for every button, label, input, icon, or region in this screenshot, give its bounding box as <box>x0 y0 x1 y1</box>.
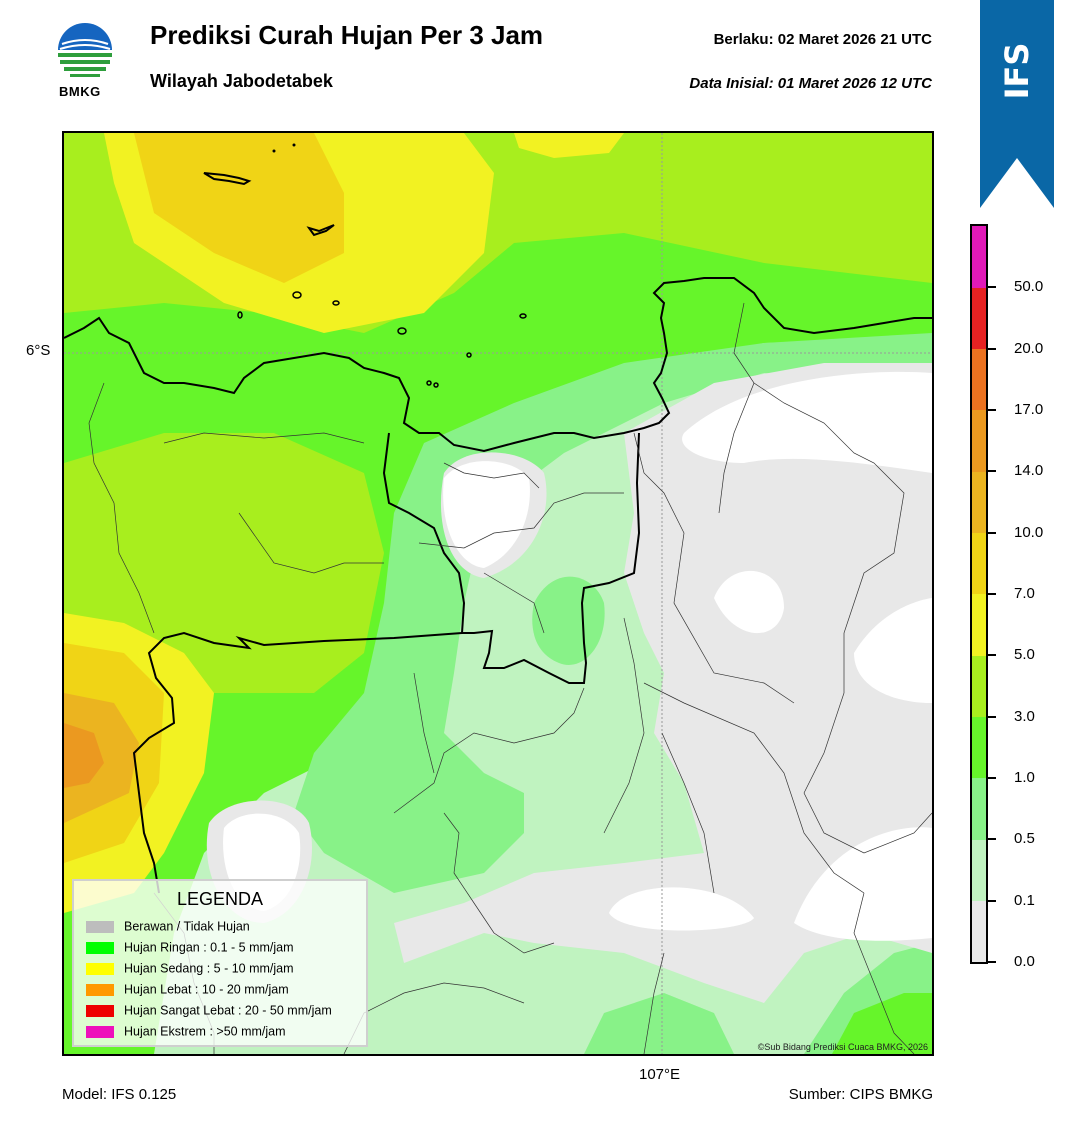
legend-label: Hujan Ekstrem : >50 mm/jam <box>124 1024 286 1039</box>
rainfall-map-canvas <box>64 133 932 1054</box>
copyright-text: ©Sub Bidang Prediksi Cuaca BMKG, 2026 <box>757 1042 928 1052</box>
colorbar-tick <box>988 409 996 411</box>
colorbar-tick <box>988 347 996 350</box>
legend-swatch <box>86 941 114 954</box>
rainfall-map: LEGENDA Berawan / Tidak Hujan Hujan Ringa… <box>62 131 934 1056</box>
colorbar-segment <box>972 655 986 718</box>
colorbar <box>970 224 988 964</box>
colorbar-tick <box>988 286 996 289</box>
legend-item: Berawan / Tidak Hujan <box>86 919 250 935</box>
lat-label: 6°S <box>26 342 51 359</box>
colorbar-tick-label: 10.0 <box>1014 523 1044 541</box>
map-legend: LEGENDA Berawan / Tidak Hujan Hujan Ringa… <box>72 879 368 1047</box>
colorbar-segment <box>972 410 986 472</box>
legend-item: Hujan Sedang : 5 - 10 mm/jam <box>86 961 294 977</box>
init-time: Data Inisial: 01 Maret 2026 12 UTC <box>689 75 932 92</box>
legend-swatch <box>86 920 114 933</box>
colorbar-segment <box>972 839 986 902</box>
colorbar-tick <box>988 838 996 841</box>
legend-item: Hujan Ringan : 0.1 - 5 mm/jam <box>86 940 294 956</box>
colorbar-tick-label: 7.0 <box>1014 585 1035 602</box>
colorbar-tick-label: 0.1 <box>1014 891 1035 909</box>
colorbar-tick-label: 0.0 <box>1014 953 1035 970</box>
colorbar-tick-label: 5.0 <box>1014 646 1035 664</box>
source-label: Sumber: CIPS BMKG <box>788 1086 933 1103</box>
colorbar-segment <box>972 287 986 350</box>
colorbar-segment <box>972 471 986 534</box>
colorbar-segment <box>972 348 986 411</box>
colorbar-tick <box>988 654 996 657</box>
colorbar-segment <box>972 778 986 840</box>
ifs-badge-label: IFS <box>998 42 1036 100</box>
colorbar-tick-label: 20.0 <box>1014 339 1044 357</box>
legend-swatch <box>86 983 114 996</box>
colorbar-tick-label: 50.0 <box>1014 278 1044 296</box>
colorbar-tick-label: 3.0 <box>1014 707 1035 725</box>
legend-swatch <box>86 1004 114 1017</box>
colorbar-tick <box>988 470 996 473</box>
legend-swatch <box>86 1025 114 1038</box>
colorbar-segment <box>972 716 986 779</box>
colorbar-tick <box>988 593 996 595</box>
colorbar-tick-label: 0.5 <box>1014 830 1035 848</box>
legend-label: Hujan Ringan : 0.1 - 5 mm/jam <box>124 940 294 955</box>
colorbar-tick-label: 17.0 <box>1014 401 1044 418</box>
colorbar-tick <box>988 715 996 718</box>
colorbar-tick <box>988 961 996 963</box>
colorbar-tick <box>988 777 996 779</box>
page-subtitle: Wilayah Jabodetabek <box>150 71 333 91</box>
legend-label: Hujan Sedang : 5 - 10 mm/jam <box>124 961 294 976</box>
model-label: Model: IFS 0.125 <box>62 1086 177 1103</box>
legend-label: Berawan / Tidak Hujan <box>124 919 250 934</box>
legend-title: LEGENDA <box>176 889 264 909</box>
colorbar-tick <box>988 899 996 902</box>
legend-label: Hujan Lebat : 10 - 20 mm/jam <box>124 982 289 997</box>
legend-label: Hujan Sangat Lebat : 20 - 50 mm/jam <box>124 1003 332 1018</box>
colorbar-segment <box>972 594 986 656</box>
colorbar-segment <box>972 226 986 288</box>
lon-label: 107°E <box>639 1066 681 1083</box>
legend-item: Hujan Lebat : 10 - 20 mm/jam <box>86 982 289 998</box>
colorbar-segment <box>972 900 986 963</box>
colorbar-tick-label: 14.0 <box>1014 462 1044 480</box>
colorbar-tick-label: 1.0 <box>1014 769 1035 786</box>
logo-text: BMKG <box>59 84 101 99</box>
colorbar-segment <box>972 532 986 595</box>
legend-swatch <box>86 962 114 975</box>
page-title: Prediksi Curah Hujan Per 3 Jam <box>150 20 544 50</box>
valid-time: Berlaku: 02 Maret 2026 21 UTC <box>713 31 932 48</box>
colorbar-tick <box>988 531 996 534</box>
legend-item: Hujan Sangat Lebat : 20 - 50 mm/jam <box>86 1003 332 1019</box>
legend-item: Hujan Ekstrem : >50 mm/jam <box>86 1024 286 1040</box>
ifs-badge: IFS <box>980 0 1054 208</box>
bmkg-logo-icon <box>52 18 118 84</box>
